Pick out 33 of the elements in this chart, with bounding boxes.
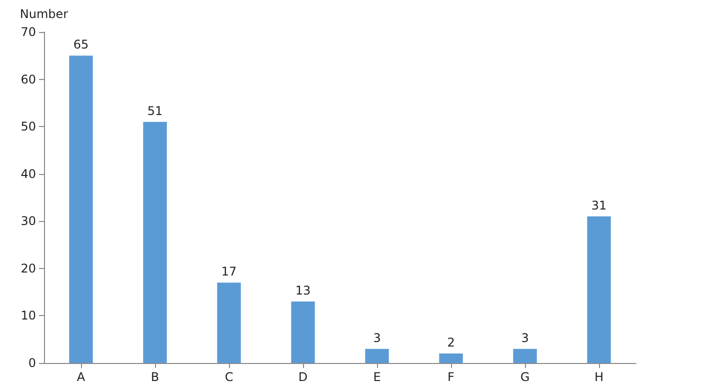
x-tick-label: A [76, 370, 86, 384]
y-tick-label: 40 [20, 166, 36, 181]
x-tick-label: E [373, 370, 381, 384]
bar [291, 302, 315, 363]
data-label: 2 [447, 336, 455, 350]
bar [513, 348, 537, 363]
y-tick-label: 10 [20, 308, 36, 323]
y-axis-title: Number [20, 7, 68, 21]
data-label: 31 [591, 198, 607, 212]
y-tick-label: 60 [20, 72, 36, 86]
y-tick-label: 0 [28, 356, 36, 370]
data-label: 65 [73, 38, 89, 52]
bar [439, 354, 463, 363]
data-label: 13 [295, 284, 311, 298]
y-tick-label: 70 [20, 25, 36, 39]
bar [587, 216, 611, 363]
y-tick-label: 20 [20, 261, 36, 276]
x-tick-label: H [594, 370, 604, 384]
data-label: 17 [221, 264, 237, 279]
bar [365, 348, 389, 363]
data-label: 3 [521, 330, 529, 345]
bar [143, 122, 167, 363]
data-label: 3 [373, 330, 381, 345]
x-tick-label: G [520, 370, 530, 384]
bar [69, 56, 93, 363]
x-tick-label: C [224, 370, 234, 384]
data-label: 51 [147, 104, 163, 118]
bar [217, 282, 241, 363]
x-tick-label: B [150, 370, 160, 384]
y-tick-label: 30 [20, 214, 36, 228]
x-tick-label: D [298, 370, 308, 384]
x-tick-label: F [448, 370, 455, 384]
y-tick-label: 50 [20, 120, 36, 134]
